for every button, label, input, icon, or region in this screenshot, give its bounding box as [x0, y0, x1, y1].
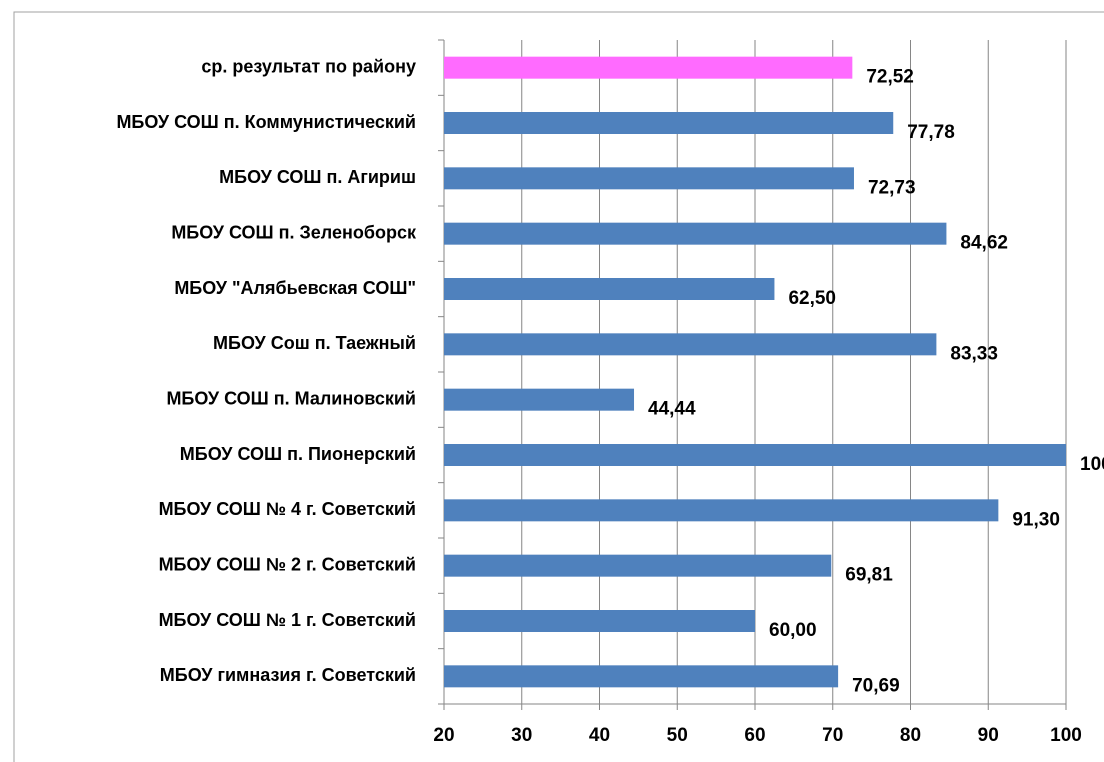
x-tick-label: 80: [900, 725, 921, 746]
bar: [444, 610, 755, 632]
x-tick-label: 40: [589, 725, 610, 746]
bar: [444, 444, 1066, 466]
data-label: 84,62: [960, 233, 1008, 254]
data-label: 77,78: [907, 122, 955, 143]
bar: [444, 112, 894, 134]
y-tick-label: МБОУ СОШ п. Коммунистический: [116, 112, 416, 132]
y-tick-label: ср. результат по району: [201, 56, 416, 76]
bar: [444, 333, 937, 356]
bar: [444, 665, 839, 688]
data-label: 62,50: [788, 288, 836, 309]
data-label: 83,33: [950, 343, 998, 364]
bar: [444, 388, 635, 411]
y-tick-label: МБОУ "Алябьевская СОШ": [174, 278, 416, 298]
y-tick-label: МБОУ СОШ п. Пионерский: [180, 444, 416, 464]
bar: [444, 554, 832, 577]
bar: [444, 278, 775, 300]
x-tick-label: 30: [511, 725, 532, 746]
x-tick-label: 100: [1050, 725, 1082, 746]
y-tick-label: МБОУ СОШ п. Агириш: [219, 167, 416, 187]
x-tick-label: 50: [667, 725, 688, 746]
y-tick-label: МБОУ СОШ № 4 г. Советский: [159, 499, 416, 519]
y-tick-label: МБОУ СОШ п. Зеленоборск: [171, 222, 417, 242]
data-label: 60,00: [769, 620, 817, 641]
data-label: 72,52: [866, 67, 914, 88]
bar: [444, 56, 853, 79]
bar: [444, 499, 999, 522]
y-tick-label: МБОУ Сош п. Таежный: [213, 333, 416, 353]
data-label: 72,73: [868, 177, 916, 198]
bar: [444, 167, 854, 190]
y-tick-label: МБОУ СОШ п. Малиновский: [166, 388, 416, 408]
x-tick-label: 60: [744, 725, 765, 746]
data-label: 70,69: [852, 675, 900, 696]
x-tick-label: 90: [978, 725, 999, 746]
y-tick-label: МБОУ СОШ № 2 г. Советский: [159, 554, 416, 574]
bar: [444, 222, 947, 245]
data-label: 44,44: [648, 399, 696, 420]
data-label: 91,30: [1012, 509, 1060, 530]
y-tick-label: МБОУ гимназия г. Советский: [160, 665, 416, 685]
chart-frame: [13, 11, 1104, 762]
x-tick-label: 70: [822, 725, 843, 746]
data-label: 100,00: [1080, 454, 1104, 475]
data-label: 69,81: [845, 565, 893, 586]
y-tick-label: МБОУ СОШ № 1 г. Советский: [159, 610, 416, 630]
x-tick-label: 20: [433, 725, 454, 746]
